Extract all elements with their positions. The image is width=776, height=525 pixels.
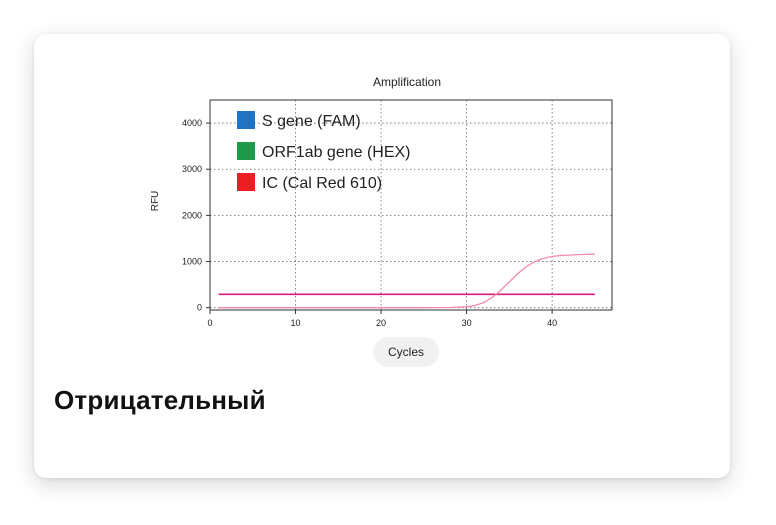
legend-label: IC (Cal Red 610) — [262, 175, 382, 192]
amplification-chart: Amplification RFU 0 10 20 30 40 0 1000 2000 3000… — [150, 75, 613, 328]
x-tick-label: 10 — [291, 318, 301, 328]
result-card — [34, 34, 730, 478]
y-tick-label: 1000 — [182, 257, 202, 267]
legend: S gene (FAM) ORF1ab gene (HEX) IC (Cal Red… — [237, 111, 411, 192]
x-tick-label: 20 — [376, 318, 386, 328]
y-tick-label: 0 — [197, 303, 202, 313]
legend-swatch — [237, 173, 255, 191]
y-tick-label: 2000 — [182, 210, 202, 220]
series-line-ic — [218, 253, 595, 309]
series-layer — [218, 253, 595, 309]
y-tick-label: 4000 — [182, 118, 202, 128]
legend-label: S gene (FAM) — [262, 113, 361, 130]
chart-svg: Amplification RFU 0 10 20 30 40 0 1000 2000 3000… — [150, 75, 613, 328]
grid — [209, 100, 612, 310]
legend-label: ORF1ab gene (HEX) — [262, 144, 411, 161]
plot-area-frame — [209, 99, 613, 311]
x-axis-label: Cycles — [373, 337, 439, 367]
x-tick-label: 30 — [462, 318, 472, 328]
chart-title: Amplification — [373, 75, 441, 89]
x-tick-label: 40 — [547, 318, 557, 328]
legend-swatch — [237, 111, 255, 129]
result-label: Отрицательный — [54, 385, 266, 415]
y-tick-label: 3000 — [182, 164, 202, 174]
axis-ticks: 0 10 20 30 40 0 1000 2000 3000 4000 — [182, 118, 557, 328]
legend-swatch — [237, 142, 255, 160]
x-tick-label: 0 — [207, 318, 212, 328]
y-axis-label: RFU — [150, 191, 161, 212]
